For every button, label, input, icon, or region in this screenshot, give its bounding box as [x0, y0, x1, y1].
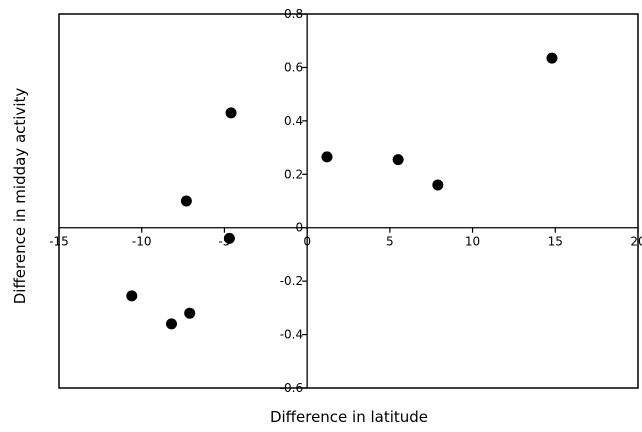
- data-point: [392, 154, 404, 166]
- y-tick-label: 0.8: [284, 7, 303, 21]
- y-tick-label: 0.6: [284, 60, 303, 74]
- data-point: [184, 307, 196, 319]
- data-point: [432, 179, 444, 191]
- y-axis-title: Difference in midday activity: [11, 88, 29, 305]
- y-tick-label: -0.6: [280, 381, 303, 395]
- x-tick-label: 0: [303, 235, 311, 249]
- data-point: [321, 151, 333, 163]
- y-tick-label: 0.2: [284, 167, 303, 181]
- y-tick-label: -0.4: [280, 328, 303, 342]
- x-tick-label: -15: [49, 235, 69, 249]
- data-point: [126, 290, 138, 302]
- plot-frame: [58, 13, 639, 389]
- data-point: [546, 52, 558, 64]
- data-point: [223, 232, 235, 244]
- x-axis-title: Difference in latitude: [270, 408, 428, 426]
- y-tick-label: -0.2: [280, 274, 303, 288]
- y-tick-group: -0.6 -0.4 -0.2 0 0.2 0.4 0.6 0.8: [280, 7, 308, 395]
- y-tick-label: 0: [296, 221, 304, 235]
- data-point: [225, 107, 237, 119]
- x-tick-label: 15: [548, 235, 563, 249]
- x-tick-label: 20: [630, 235, 642, 249]
- x-tick-label: -5: [218, 235, 230, 249]
- x-tick-label: 5: [386, 235, 394, 249]
- data-point: [165, 318, 177, 330]
- x-tick-label: 10: [465, 235, 480, 249]
- x-tick-group: -15 -10 -5 0 5 10 15 20: [49, 227, 642, 249]
- data-point: [180, 195, 192, 207]
- y-tick-label: 0.4: [284, 114, 303, 128]
- data-points: [126, 52, 558, 330]
- x-tick-label: -10: [132, 235, 152, 249]
